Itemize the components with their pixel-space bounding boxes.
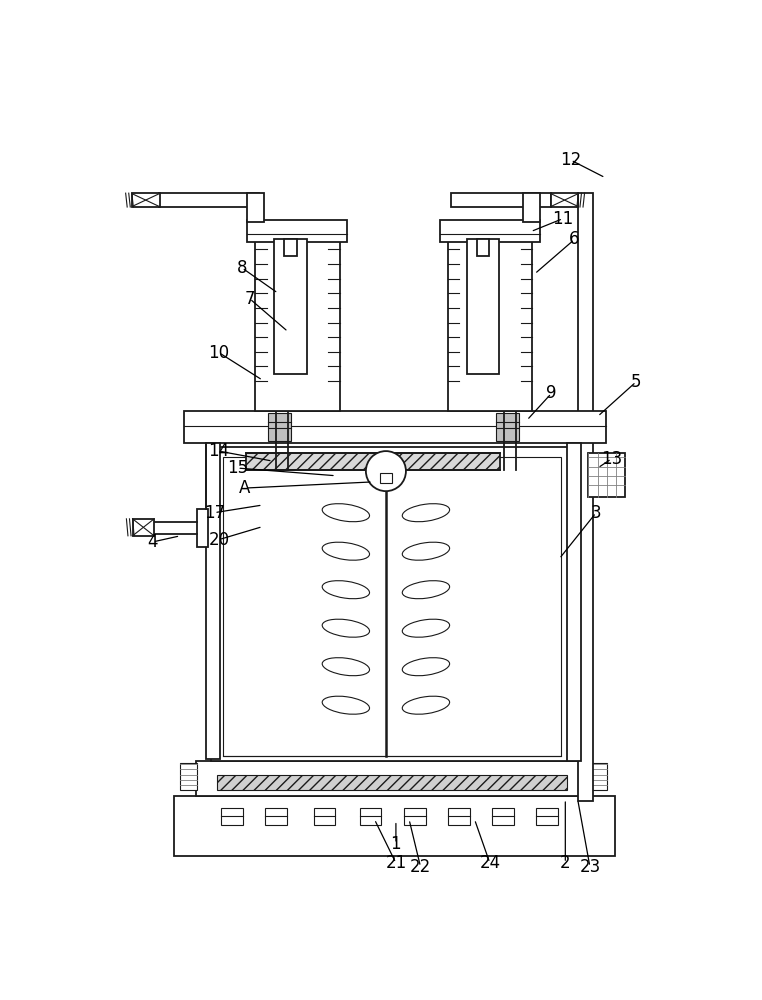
Bar <box>467 239 499 374</box>
Text: 6: 6 <box>569 230 580 248</box>
Ellipse shape <box>322 619 370 637</box>
Text: 13: 13 <box>601 450 622 468</box>
Text: 15: 15 <box>227 459 248 477</box>
Text: 23: 23 <box>579 858 600 876</box>
Ellipse shape <box>402 696 450 714</box>
Text: 3: 3 <box>591 504 601 522</box>
Bar <box>274 239 306 374</box>
Text: 9: 9 <box>546 384 557 402</box>
Ellipse shape <box>402 504 450 522</box>
Text: 24: 24 <box>479 854 501 872</box>
Ellipse shape <box>322 658 370 676</box>
Text: 10: 10 <box>208 344 229 362</box>
Text: 2: 2 <box>560 854 571 872</box>
Ellipse shape <box>402 542 450 560</box>
Bar <box>448 808 470 825</box>
Bar <box>360 808 381 825</box>
Bar <box>181 763 197 790</box>
Bar <box>440 220 540 242</box>
Bar <box>133 519 154 536</box>
Bar <box>578 193 593 801</box>
Bar <box>268 413 291 441</box>
Bar <box>216 774 567 790</box>
Text: 17: 17 <box>203 504 225 522</box>
Bar <box>551 193 578 207</box>
Text: 22: 22 <box>410 858 431 876</box>
Bar <box>590 763 607 790</box>
Ellipse shape <box>322 581 370 599</box>
Bar <box>492 808 514 825</box>
Ellipse shape <box>402 619 450 637</box>
Text: 11: 11 <box>552 210 574 228</box>
Text: A: A <box>239 479 251 497</box>
Text: 21: 21 <box>386 854 407 872</box>
Bar <box>211 447 573 761</box>
Text: 20: 20 <box>208 531 229 549</box>
Bar <box>158 193 259 207</box>
Bar <box>477 239 489 256</box>
Bar <box>313 808 335 825</box>
Bar <box>246 453 500 470</box>
Ellipse shape <box>322 696 370 714</box>
Bar <box>223 457 562 756</box>
Bar <box>207 443 220 759</box>
Text: 5: 5 <box>631 373 642 391</box>
Text: 4: 4 <box>147 533 158 551</box>
Bar <box>379 473 392 483</box>
Text: 1: 1 <box>391 835 402 853</box>
Circle shape <box>366 451 406 491</box>
Bar <box>132 193 159 207</box>
Bar <box>197 509 208 547</box>
Bar <box>284 239 296 256</box>
Ellipse shape <box>322 542 370 560</box>
Bar <box>248 193 264 222</box>
Bar <box>588 453 626 497</box>
Text: 7: 7 <box>245 290 255 308</box>
Bar <box>523 193 540 222</box>
Bar <box>265 808 287 825</box>
Bar <box>405 808 426 825</box>
Bar <box>447 239 532 411</box>
Bar <box>248 220 347 242</box>
Bar <box>174 796 615 856</box>
Text: 8: 8 <box>237 259 247 277</box>
Bar <box>255 239 340 411</box>
Bar <box>184 411 606 443</box>
Bar <box>567 443 581 761</box>
Bar <box>221 808 242 825</box>
Ellipse shape <box>402 581 450 599</box>
Bar <box>196 761 588 796</box>
Bar <box>536 808 558 825</box>
Bar <box>451 193 552 207</box>
Text: 12: 12 <box>560 151 581 169</box>
Bar <box>496 413 519 441</box>
Ellipse shape <box>322 504 370 522</box>
Ellipse shape <box>402 658 450 676</box>
Text: 14: 14 <box>208 442 229 460</box>
